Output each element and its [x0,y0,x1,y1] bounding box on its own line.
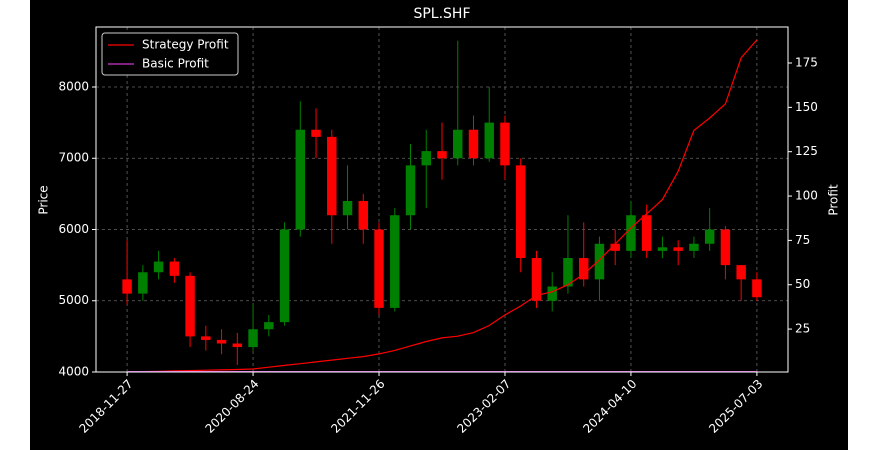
candle-body [500,122,510,166]
y-tick-label: 5000 [58,293,89,307]
candle-body [185,275,195,337]
legend-box [101,32,239,76]
y2-tick-label: 50 [795,277,810,291]
y2-tick-label: 75 [795,233,810,247]
y2-tick-label: 25 [795,322,810,336]
candle-body [201,336,211,340]
legend-label: Strategy Profit [142,38,229,52]
candle-body [248,329,258,348]
candle-body [641,215,652,251]
candle-body [169,261,180,276]
y2-tick-label: 100 [795,189,818,203]
candle-body [311,129,321,137]
candle-body [390,215,400,308]
candle-body [673,247,683,251]
candle-body [216,339,227,344]
y2-tick-label: 150 [795,100,818,114]
candle-body [138,272,148,294]
y-tick-label: 6000 [58,222,89,236]
candle-body [516,165,526,258]
candle-body [122,279,132,294]
plot-frame [95,26,789,373]
candle-body [689,243,699,251]
legend-label: Basic Profit [142,57,209,71]
y-tick-label: 8000 [58,79,89,93]
candle-body [342,200,353,216]
candle-body [736,265,746,280]
candle-body [752,279,762,298]
candle-body [594,243,605,280]
candle-body [453,129,463,159]
candle-body [610,243,620,251]
candle-body [264,322,274,330]
candle-body [657,247,668,251]
candle-body [563,257,573,287]
candle-body [327,136,337,216]
chart-title: SPL.SHF [413,6,470,22]
y2-tick-label: 175 [795,56,818,70]
candle-body [421,151,431,166]
y-tick-label: 4000 [58,365,89,379]
candle-body [279,229,290,323]
candle-body [405,165,416,216]
y-tick-label: 7000 [58,151,89,165]
candle-body [295,129,306,230]
y2-tick-label: 125 [795,144,818,158]
candle-body [484,122,494,159]
y2-axis-label: Profit [827,184,841,216]
candle-body [232,343,243,348]
candle-body [720,229,731,266]
y-axis-label: Price [37,185,51,214]
candle-body [358,200,368,230]
candle-body [468,129,479,159]
profit-line [127,39,758,373]
candle-body [374,229,384,308]
candle-body [626,215,636,251]
candle-body [547,286,557,301]
candle-body [437,151,447,159]
candle-body [531,257,542,301]
candle-body [153,261,164,273]
candle-body [578,257,589,280]
candle-body [704,229,715,244]
